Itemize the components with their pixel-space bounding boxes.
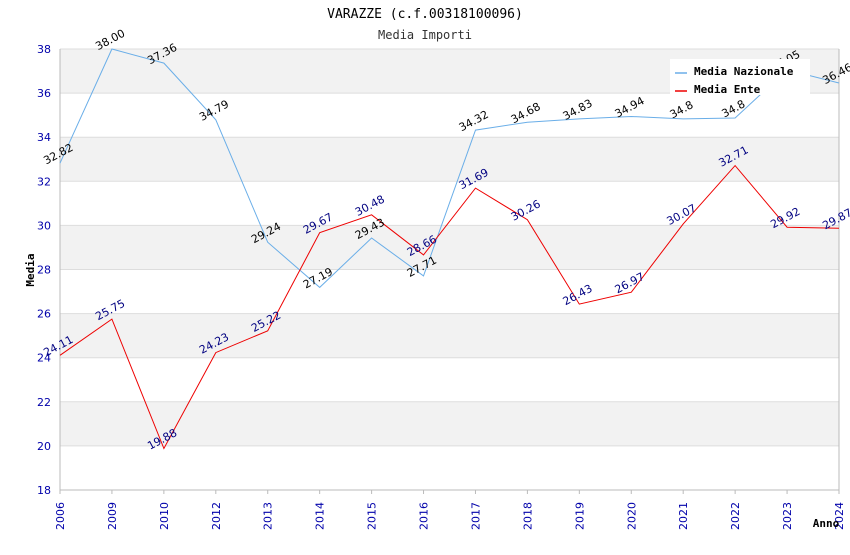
y-tick-label: 38 (37, 43, 51, 56)
y-tick-label: 30 (37, 219, 51, 232)
y-tick-label: 22 (37, 396, 51, 409)
x-tick-label: 2018 (521, 502, 534, 530)
y-tick-label: 26 (37, 308, 51, 321)
y-tick-label: 36 (37, 87, 51, 100)
chart-subtitle: Media Importi (378, 28, 472, 42)
series-lines (59, 48, 840, 450)
x-tick-label: 2013 (262, 502, 275, 530)
x-tick-label: 2020 (625, 502, 638, 530)
x-tick-label: 2019 (573, 502, 586, 530)
x-tick-label: 2014 (314, 502, 327, 530)
grid-band (60, 313, 839, 358)
axes (59, 49, 840, 491)
y-tick-label: 20 (37, 440, 51, 453)
y-axis-title: Media (24, 253, 37, 286)
grid-band (60, 401, 839, 446)
y-tick-label: 28 (37, 264, 51, 277)
legend-label-media-nazionale: Media Nazionale (694, 65, 794, 78)
x-tick-label: 2006 (54, 502, 67, 530)
grid-band (60, 93, 839, 138)
grid-band (60, 269, 839, 314)
y-tick-label: 34 (37, 131, 51, 144)
legend-box (670, 59, 810, 95)
y-tick-label: 32 (37, 175, 51, 188)
chart-title: VARAZZE (c.f.00318100096) (327, 7, 523, 22)
y-tick-label: 18 (37, 484, 51, 497)
x-tick-label: 2016 (418, 502, 431, 530)
legend: Media Nazionale Media Ente (670, 59, 810, 96)
x-tick-label: 2024 (833, 502, 846, 530)
x-tick-labels: 2006 2009 2010 2012 2013 2014 2015 2016 2017 2018… (54, 490, 846, 530)
x-tick-label: 2012 (210, 502, 223, 530)
legend-label-media-ente: Media Ente (694, 83, 761, 96)
x-tick-label: 2022 (729, 502, 742, 530)
series-line-media-ente (59, 164, 840, 450)
series-line-media-nazionale (59, 48, 840, 289)
x-tick-label: 2021 (677, 502, 690, 530)
x-tick-label: 2009 (106, 502, 119, 530)
grid-bands (60, 49, 839, 490)
grid-band (60, 137, 839, 182)
grid-band (60, 225, 839, 270)
y-tick-label: 24 (37, 352, 51, 365)
grid-band (60, 445, 839, 490)
y-tick-labels: 18 20 22 24 26 28 30 32 34 36 38 (37, 43, 51, 497)
x-tick-label: 2017 (469, 502, 482, 530)
grid-band (60, 357, 839, 402)
x-tick-label: 2023 (781, 502, 794, 530)
x-tick-label: 2015 (366, 502, 379, 530)
x-tick-label: 2010 (158, 502, 171, 530)
x-axis-title: Anno (813, 517, 840, 530)
